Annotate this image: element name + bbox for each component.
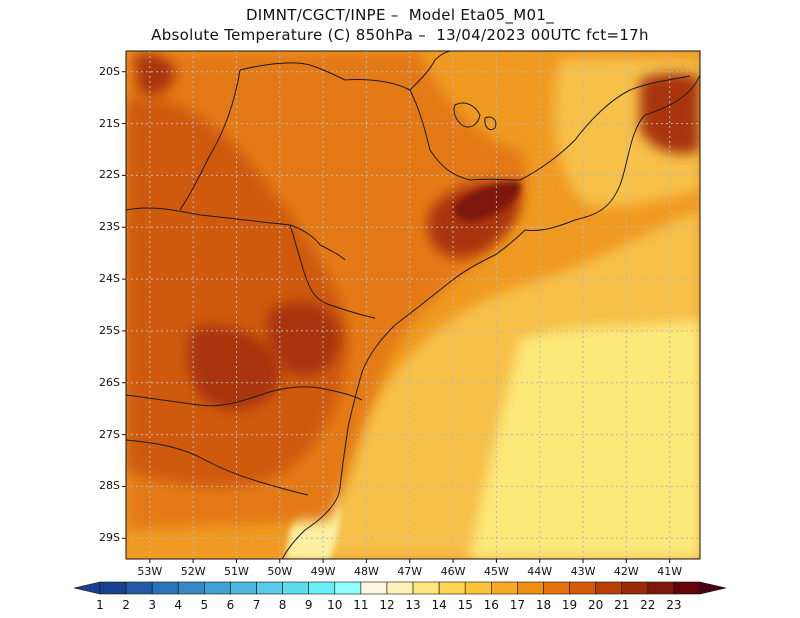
colorbar-label: 21 (614, 598, 630, 612)
colorbar-label: 14 (431, 598, 447, 612)
lat-label: 22S (99, 168, 120, 182)
colorbar-label: 7 (252, 598, 261, 612)
lat-label: 23S (99, 220, 120, 234)
colorbar-label: 8 (278, 598, 287, 612)
colorbar-swatch (621, 581, 649, 595)
colorbar-label: 18 (535, 598, 552, 612)
lon-label: 53W (137, 565, 163, 578)
lat-label: 28S (99, 479, 120, 493)
plot-frame (125, 50, 701, 560)
colorbar-swatch (360, 581, 388, 595)
state-border-2 (125, 207, 346, 261)
colorbar-swatch (177, 581, 205, 595)
colorbar-label: 5 (200, 598, 209, 612)
colorbar-label: 10 (327, 598, 343, 612)
colorbar-swatch (334, 581, 362, 595)
colorbar-swatch (256, 581, 283, 595)
lat-label: 20S (99, 64, 120, 78)
colorbar-swatch (569, 581, 596, 595)
lon-label: 46W (440, 565, 466, 578)
colorbar-label: 20 (588, 598, 604, 612)
colorbar-swatch (282, 581, 309, 595)
colorbar-swatch (230, 581, 257, 595)
state-border-5 (125, 439, 309, 496)
colorbar-swatch (308, 581, 336, 595)
lon-label: 42W (613, 565, 639, 578)
colorbar-swatch (99, 581, 127, 595)
colorbar-swatch (673, 581, 701, 595)
colorbar-label: 4 (174, 598, 183, 612)
colorbar-swatch (517, 581, 544, 595)
field-hottest-patch-nw (135, 54, 175, 95)
colorbar-label: 9 (304, 598, 313, 612)
state-border-1 (239, 62, 521, 181)
colorbar-left-arrow (73, 581, 101, 595)
colorbar-swatch (438, 581, 466, 595)
colorbar-label: 1 (96, 598, 104, 612)
lon-label: 47W (397, 565, 423, 578)
lake-1 (453, 102, 481, 128)
lat-label: 26S (99, 375, 120, 389)
field-cool-region (470, 320, 700, 559)
colorbar-label: 3 (148, 598, 156, 612)
colorbar-label: 12 (379, 598, 395, 612)
coastline-and-borders (125, 50, 701, 560)
colorbar-label: 13 (405, 598, 421, 612)
colorbar-swatch (543, 581, 570, 595)
gridlines (126, 51, 700, 559)
state-border-4 (125, 386, 363, 407)
lat-label: 24S (99, 272, 120, 286)
field-hottest-patch-west (187, 326, 282, 410)
colorbar-label: 16 (483, 598, 499, 612)
colorbar-swatch (151, 581, 179, 595)
field-hottest-patch-center (266, 301, 341, 376)
colorbar-swatch (125, 581, 153, 595)
lat-label: 27S (99, 427, 120, 441)
field-hottest-patch-ne (640, 73, 700, 154)
colorbar-label: 23 (666, 598, 682, 612)
lat-label: 25S (99, 323, 120, 337)
lat-label: 29S (99, 531, 120, 545)
lon-label: 44W (527, 565, 553, 578)
axis-ticks (122, 71, 671, 563)
lon-label: 51W (224, 565, 249, 578)
lat-label: 21S (99, 116, 120, 130)
colorbar-swatch (647, 581, 675, 595)
colorbar-label: 11 (353, 598, 369, 612)
lon-label: 41W (657, 565, 683, 578)
state-border-7 (409, 50, 451, 91)
field-peak-patch (454, 181, 521, 221)
lon-label: 45W (483, 565, 509, 578)
colorbar-swatch (464, 581, 492, 595)
colorbar-label: 6 (226, 598, 235, 612)
colorbar-swatch (491, 581, 518, 595)
lake-2 (484, 116, 497, 131)
title-line-2: Absolute Temperature (C) 850hPa – 13/04/… (151, 26, 649, 44)
lon-label: 43W (570, 565, 596, 578)
temperature-field (126, 51, 700, 559)
title-line-1: DIMNT/CGCT/INPE – Model Eta05_M01_ (245, 6, 555, 24)
colorbar-swatch (386, 581, 414, 595)
lon-label: 50W (267, 565, 293, 578)
state-border-6 (519, 75, 691, 181)
colorbar (73, 581, 727, 595)
colorbar-label: 19 (561, 598, 578, 612)
state-border-8 (179, 69, 241, 211)
lon-label: 49W (310, 565, 336, 578)
coastline (281, 74, 701, 560)
lon-label: 52W (180, 565, 206, 578)
state-border-3 (289, 224, 376, 319)
colorbar-right-arrow (699, 581, 727, 595)
colorbar-label: 15 (457, 598, 473, 612)
colorbar-label: 22 (640, 598, 656, 612)
colorbar-swatch (204, 581, 231, 595)
colorbar-label: 17 (509, 598, 526, 612)
colorbar-swatch (412, 581, 440, 595)
colorbar-label: 2 (122, 598, 130, 612)
lon-label: 48W (353, 565, 379, 578)
colorbar-swatch (595, 581, 623, 595)
